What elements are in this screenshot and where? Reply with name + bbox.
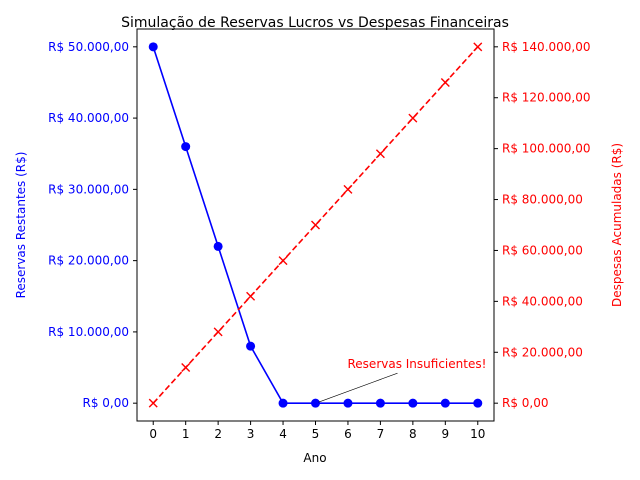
data-point-right: [181, 363, 191, 373]
x-tick-label: 0: [149, 427, 157, 441]
y-axis-left: R$ 0,00 R$ 10.000,00 R$ 20.000,00 R$ 30.000…: [48, 40, 137, 410]
y-right-tick-label: R$ 0,00: [502, 396, 549, 410]
data-point-left: [148, 42, 158, 52]
chart-title: Simulação de Reservas Lucros vs Despesas…: [121, 15, 509, 31]
x-tick-label: 1: [182, 427, 190, 441]
x-tick-label: 9: [441, 427, 449, 441]
data-point-right: [343, 184, 353, 194]
y-left-tick-label: R$ 0,00: [82, 396, 129, 410]
data-point-right: [148, 398, 158, 408]
y-right-tick-label: R$ 140.000,00: [502, 40, 591, 54]
data-point-left: [246, 341, 256, 351]
y-left-tick-label: R$ 10.000,00: [48, 325, 129, 339]
x-tick-label: 3: [247, 427, 255, 441]
x-tick-label: 8: [409, 427, 417, 441]
y-left-tick-label: R$ 50.000,00: [48, 40, 129, 54]
annotation-layer: Reservas Insuficientes!: [318, 357, 487, 403]
y-axis-right: R$ 0,00 R$ 20.000,00 R$ 40.000,00 R$ 60.000…: [494, 40, 591, 410]
series-layer: [148, 42, 483, 408]
data-point-left: [375, 398, 385, 408]
data-point-right: [375, 149, 385, 159]
y-right-tick-label: R$ 80.000,00: [502, 193, 583, 207]
x-axis: 0 1 2 3 4 5 6 7 8 9 10: [149, 421, 485, 441]
data-point-right: [408, 113, 418, 123]
x-tick-label: 5: [312, 427, 320, 441]
x-tick-label: 6: [344, 427, 352, 441]
x-tick-label: 7: [377, 427, 385, 441]
annotation-arrow: [318, 372, 398, 403]
y-left-tick-label: R$ 20.000,00: [48, 254, 129, 268]
y-axis-left-label: Reservas Restantes (R$): [14, 152, 28, 299]
data-point-right: [311, 220, 320, 230]
series-line-right: [152, 46, 479, 404]
annotation-label: Reservas Insuficientes!: [348, 357, 487, 371]
data-point-left: [278, 398, 288, 408]
data-point-left: [440, 398, 450, 408]
y-axis-right-label: Despesas Acumuladas (R$): [610, 143, 624, 307]
data-point-left: [181, 142, 191, 152]
y-right-tick-label: R$ 60.000,00: [502, 243, 583, 257]
y-right-tick-label: R$ 100.000,00: [502, 142, 591, 156]
y-right-tick-label: R$ 120.000,00: [502, 91, 591, 105]
data-point-right: [278, 256, 288, 266]
data-point-right: [246, 291, 256, 301]
data-point-left: [343, 398, 353, 408]
x-axis-label: Ano: [303, 451, 326, 465]
data-point-right: [473, 42, 483, 52]
data-point-right: [213, 327, 223, 337]
data-point-left: [473, 398, 483, 408]
data-point-left: [408, 398, 418, 408]
data-point-left: [311, 398, 320, 408]
y-left-tick-label: R$ 40.000,00: [48, 111, 129, 125]
x-tick-label: 4: [279, 427, 287, 441]
x-tick-label: 2: [214, 427, 222, 441]
data-point-left: [213, 241, 223, 251]
y-right-tick-label: R$ 20.000,00: [502, 345, 583, 359]
y-right-tick-label: R$ 40.000,00: [502, 294, 583, 308]
data-point-right: [440, 77, 450, 87]
y-left-tick-label: R$ 30.000,00: [48, 182, 129, 196]
x-tick-label: 10: [470, 427, 485, 441]
